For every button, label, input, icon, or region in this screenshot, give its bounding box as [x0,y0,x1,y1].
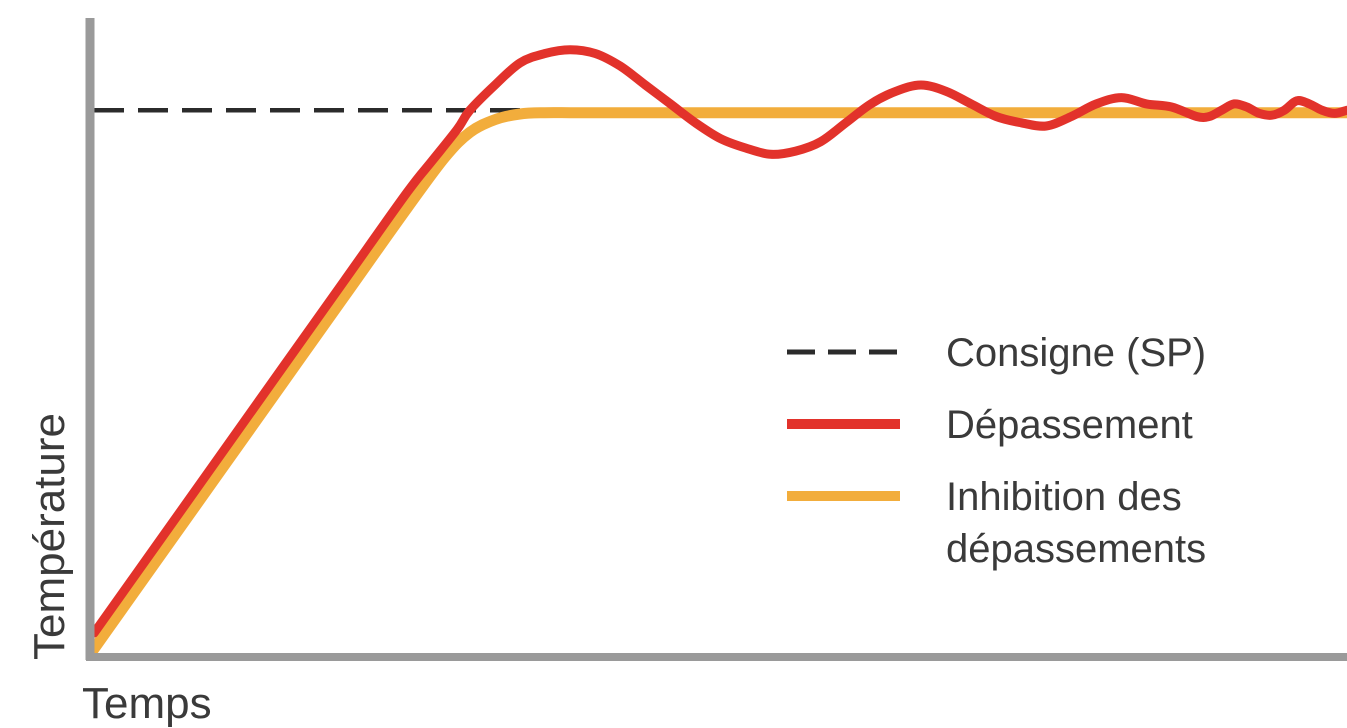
x-axis-label: Temps [82,679,212,728]
legend-label-inhibition-line-1: Inhibition des [946,475,1182,519]
series-line-overshoot [89,45,1347,638]
legend: Consigne (SP) Dépassement Inhibition des dé… [787,331,1206,571]
legend-label-setpoint: Consigne (SP) [946,331,1206,375]
legend-label-overshoot: Dépassement [946,403,1193,447]
series-layer [88,45,1347,655]
legend-label-inhibition-line-2: dépassements [946,527,1206,571]
y-axis-label: Température [25,413,74,660]
series-line-inhibition [88,107,1347,655]
